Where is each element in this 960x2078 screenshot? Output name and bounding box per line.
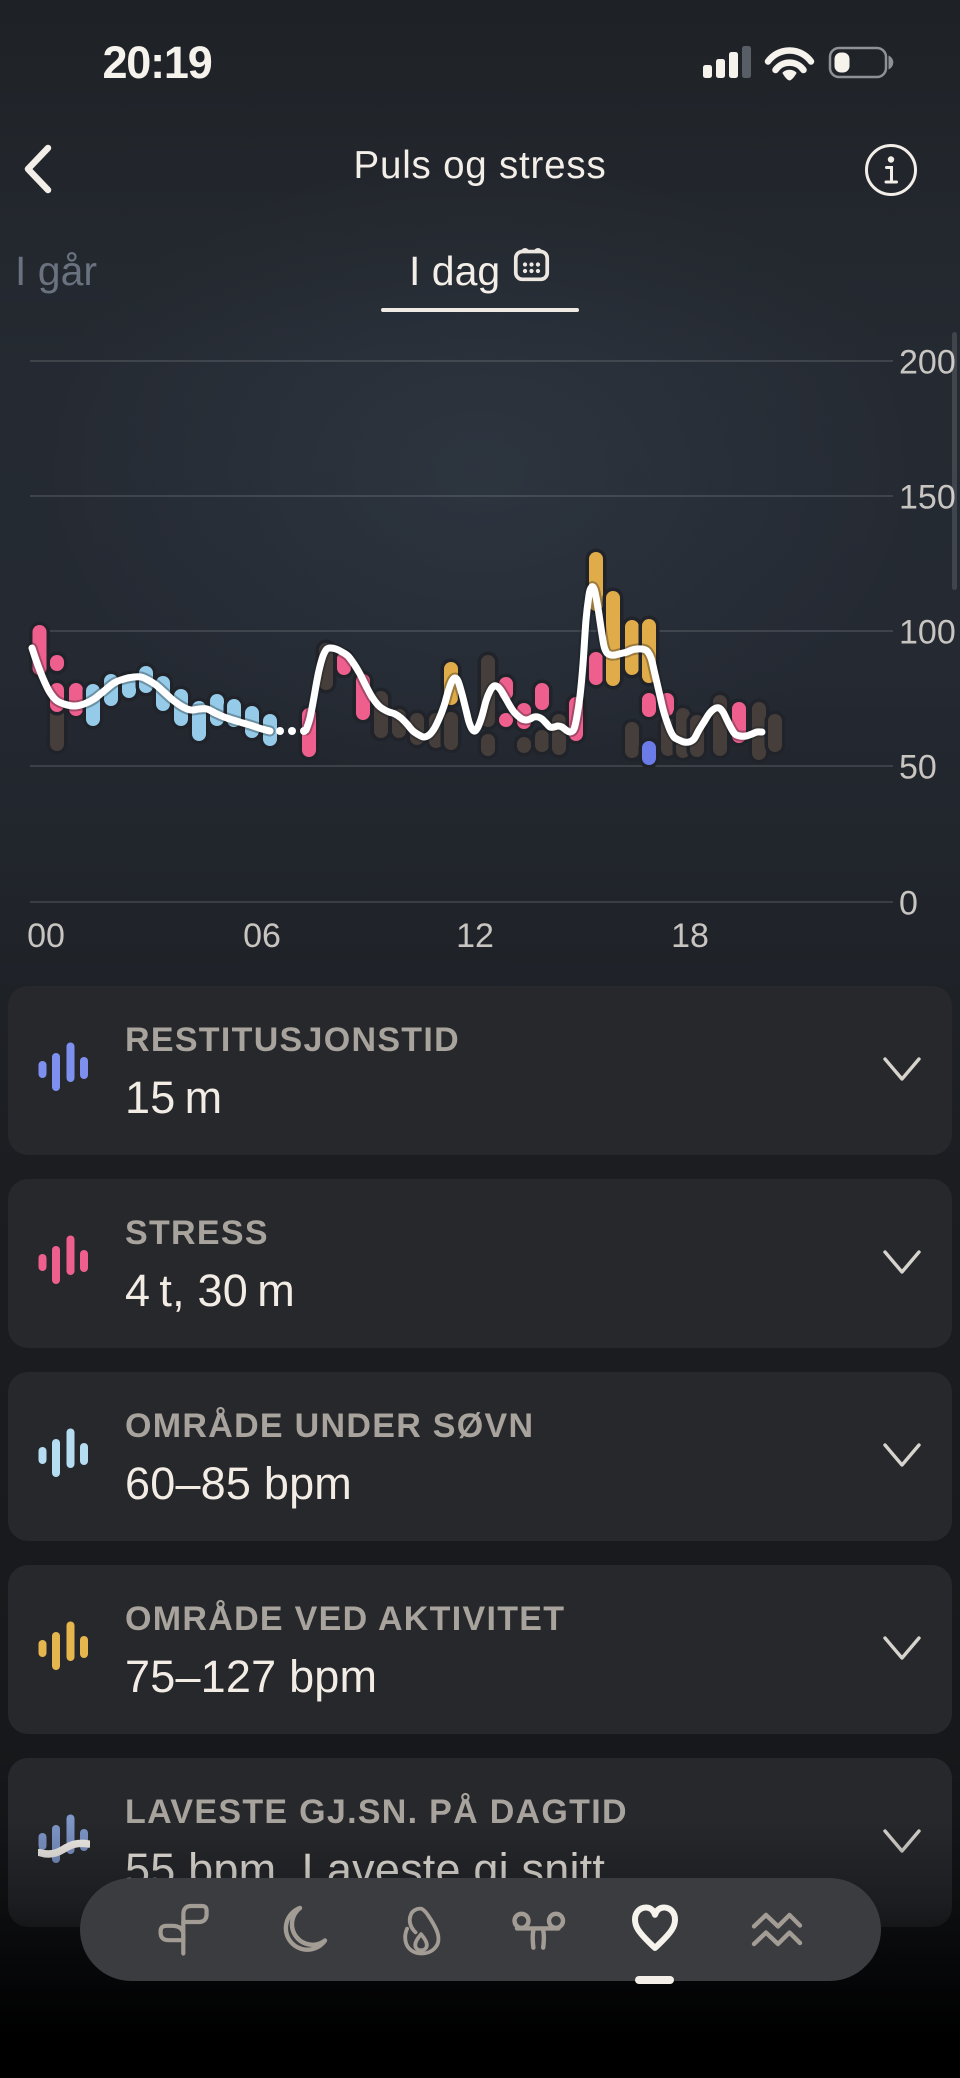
svg-text:0: 0 — [899, 885, 918, 923]
svg-text:12: 12 — [456, 917, 494, 955]
svg-text:06: 06 — [243, 917, 281, 955]
svg-text:200: 200 — [899, 344, 956, 382]
svg-text:18: 18 — [671, 917, 709, 955]
svg-text:150: 150 — [899, 479, 956, 517]
svg-text:50: 50 — [899, 749, 937, 787]
svg-text:100: 100 — [899, 614, 956, 652]
svg-text:00: 00 — [27, 917, 65, 955]
